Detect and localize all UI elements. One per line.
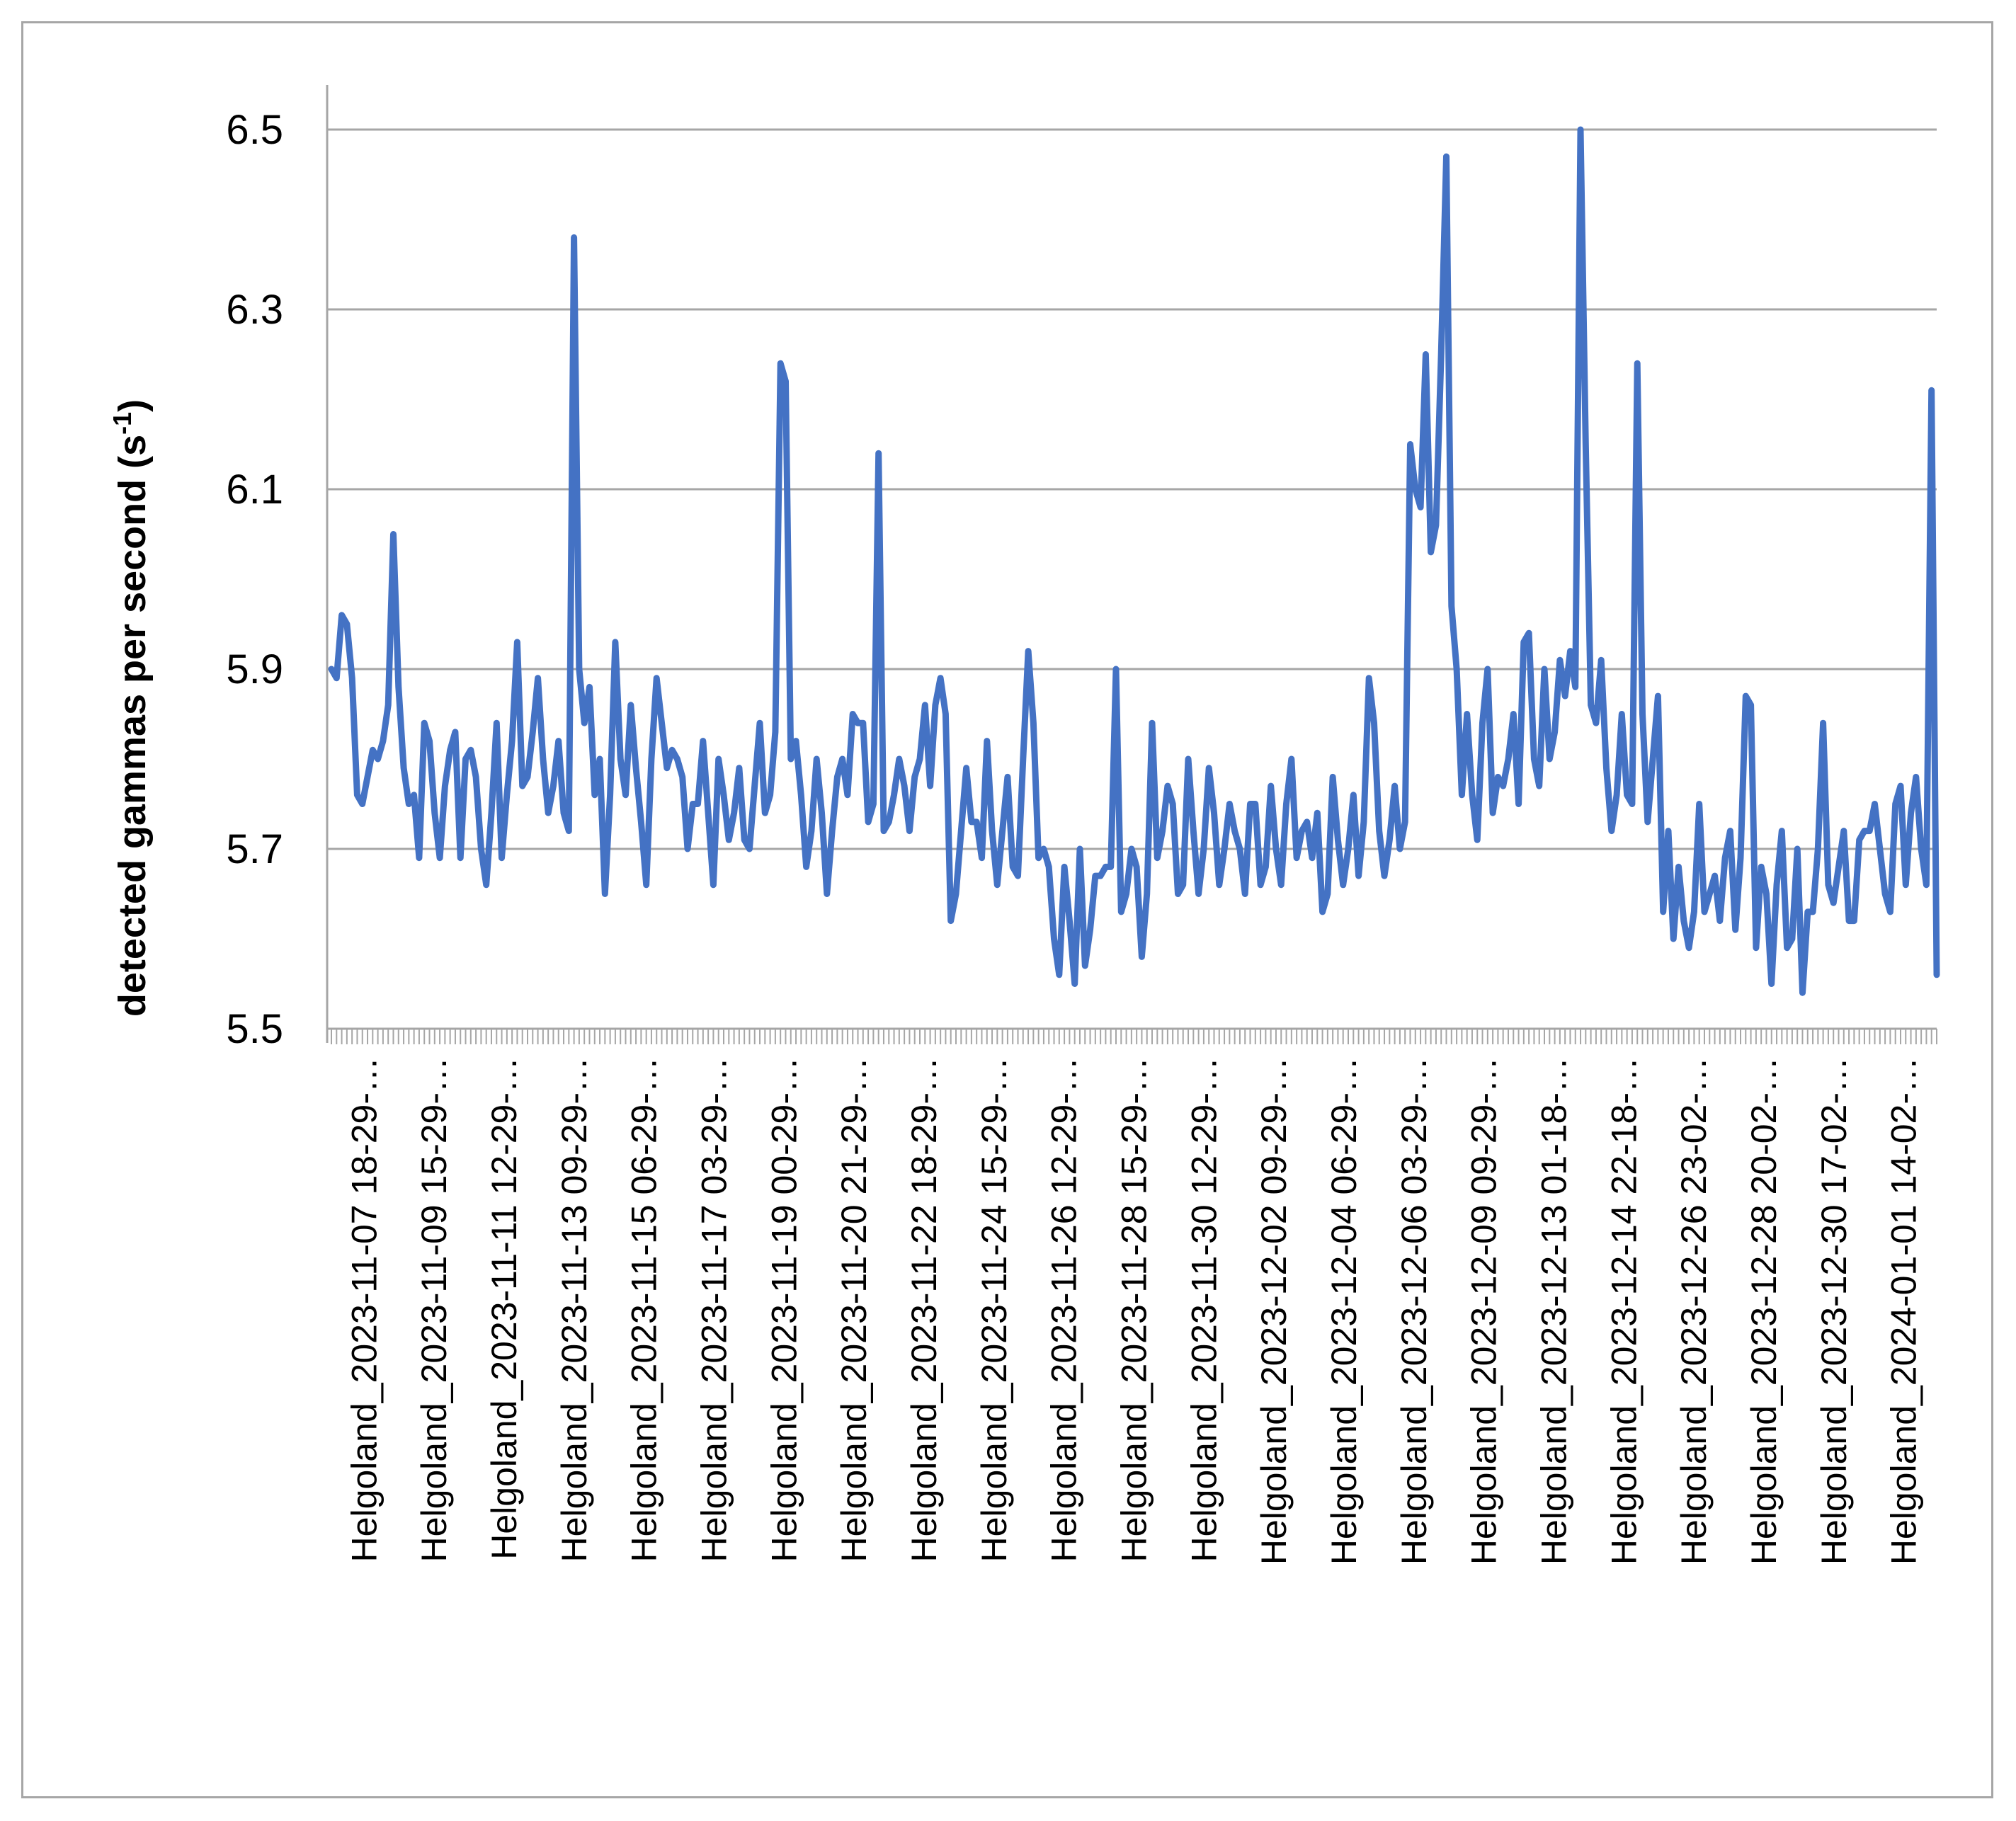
- x-tick-label: Helgoland_2023-12-26 23-02-…: [1674, 1057, 1714, 1565]
- y-tick-label: 6.1: [226, 467, 283, 513]
- x-minor-ticks: [331, 1029, 1937, 1044]
- x-tick-label: Helgoland_2023-11-19 00-29-…: [764, 1057, 804, 1562]
- x-tick-label: Helgoland_2023-11-13 09-29-…: [554, 1057, 594, 1562]
- y-tick-label: 5.5: [226, 1006, 283, 1052]
- x-tick-label: Helgoland_2023-12-13 01-18-…: [1534, 1057, 1573, 1565]
- series-group: [328, 126, 1940, 996]
- chart-frame: [21, 21, 1993, 1798]
- x-tick-label: Helgoland_2023-11-15 06-29-…: [625, 1057, 664, 1562]
- x-tick-label: Helgoland_2023-12-02 09-29-…: [1254, 1057, 1294, 1565]
- x-tick-label: Helgoland_2024-01-01 14-02-…: [1884, 1057, 1924, 1565]
- x-tick-labels: Helgoland_2023-11-07 18-29-… Helgoland_20…: [344, 1057, 1923, 1565]
- x-tick-label: Helgoland_2023-12-28 20-02-…: [1744, 1057, 1784, 1565]
- x-tick-label: Helgoland_2023-11-30 12-29-…: [1184, 1057, 1224, 1562]
- x-tick-label: Helgoland_2023-11-22 18-29-…: [904, 1057, 944, 1562]
- x-tick-label: Helgoland_2023-12-14 22-18-…: [1604, 1057, 1644, 1565]
- series-line: [328, 126, 1940, 996]
- y-tick-label: 6.3: [226, 287, 283, 333]
- x-tick-label: Helgoland_2023-11-11 12-29-…: [484, 1057, 524, 1560]
- x-tick-label: Helgoland_2023-11-20 21-29-…: [834, 1057, 874, 1562]
- x-tick-label: Helgoland_2023-11-28 15-29-…: [1115, 1057, 1154, 1562]
- x-tick-label: Helgoland_2023-12-09 09-29-…: [1464, 1057, 1504, 1565]
- x-tick-label: Helgoland_2023-11-09 15-29-…: [414, 1057, 454, 1562]
- y-tick-label: 6.5: [226, 107, 283, 153]
- x-tick-label: Helgoland_2023-11-17 03-29-…: [695, 1057, 734, 1562]
- x-tick-label: Helgoland_2023-11-07 18-29-…: [344, 1057, 384, 1562]
- y-tick-label: 5.9: [226, 646, 283, 692]
- x-tick-label: Helgoland_2023-12-04 06-29-…: [1324, 1057, 1364, 1565]
- x-tick-label: Helgoland_2023-11-24 15-29-…: [974, 1057, 1014, 1562]
- y-axis-label: detected gammas per second (s-1): [108, 399, 154, 1017]
- y-tick-labels: 5.5 5.7 5.9 6.1 6.3 6.5: [226, 107, 283, 1052]
- y-tick-label: 5.7: [226, 826, 283, 872]
- x-tick-label: Helgoland_2023-12-30 17-02-…: [1814, 1057, 1854, 1565]
- x-tick-label: Helgoland_2023-11-26 12-29-…: [1044, 1057, 1084, 1562]
- x-tick-label: Helgoland_2023-12-06 03-29-…: [1394, 1057, 1434, 1565]
